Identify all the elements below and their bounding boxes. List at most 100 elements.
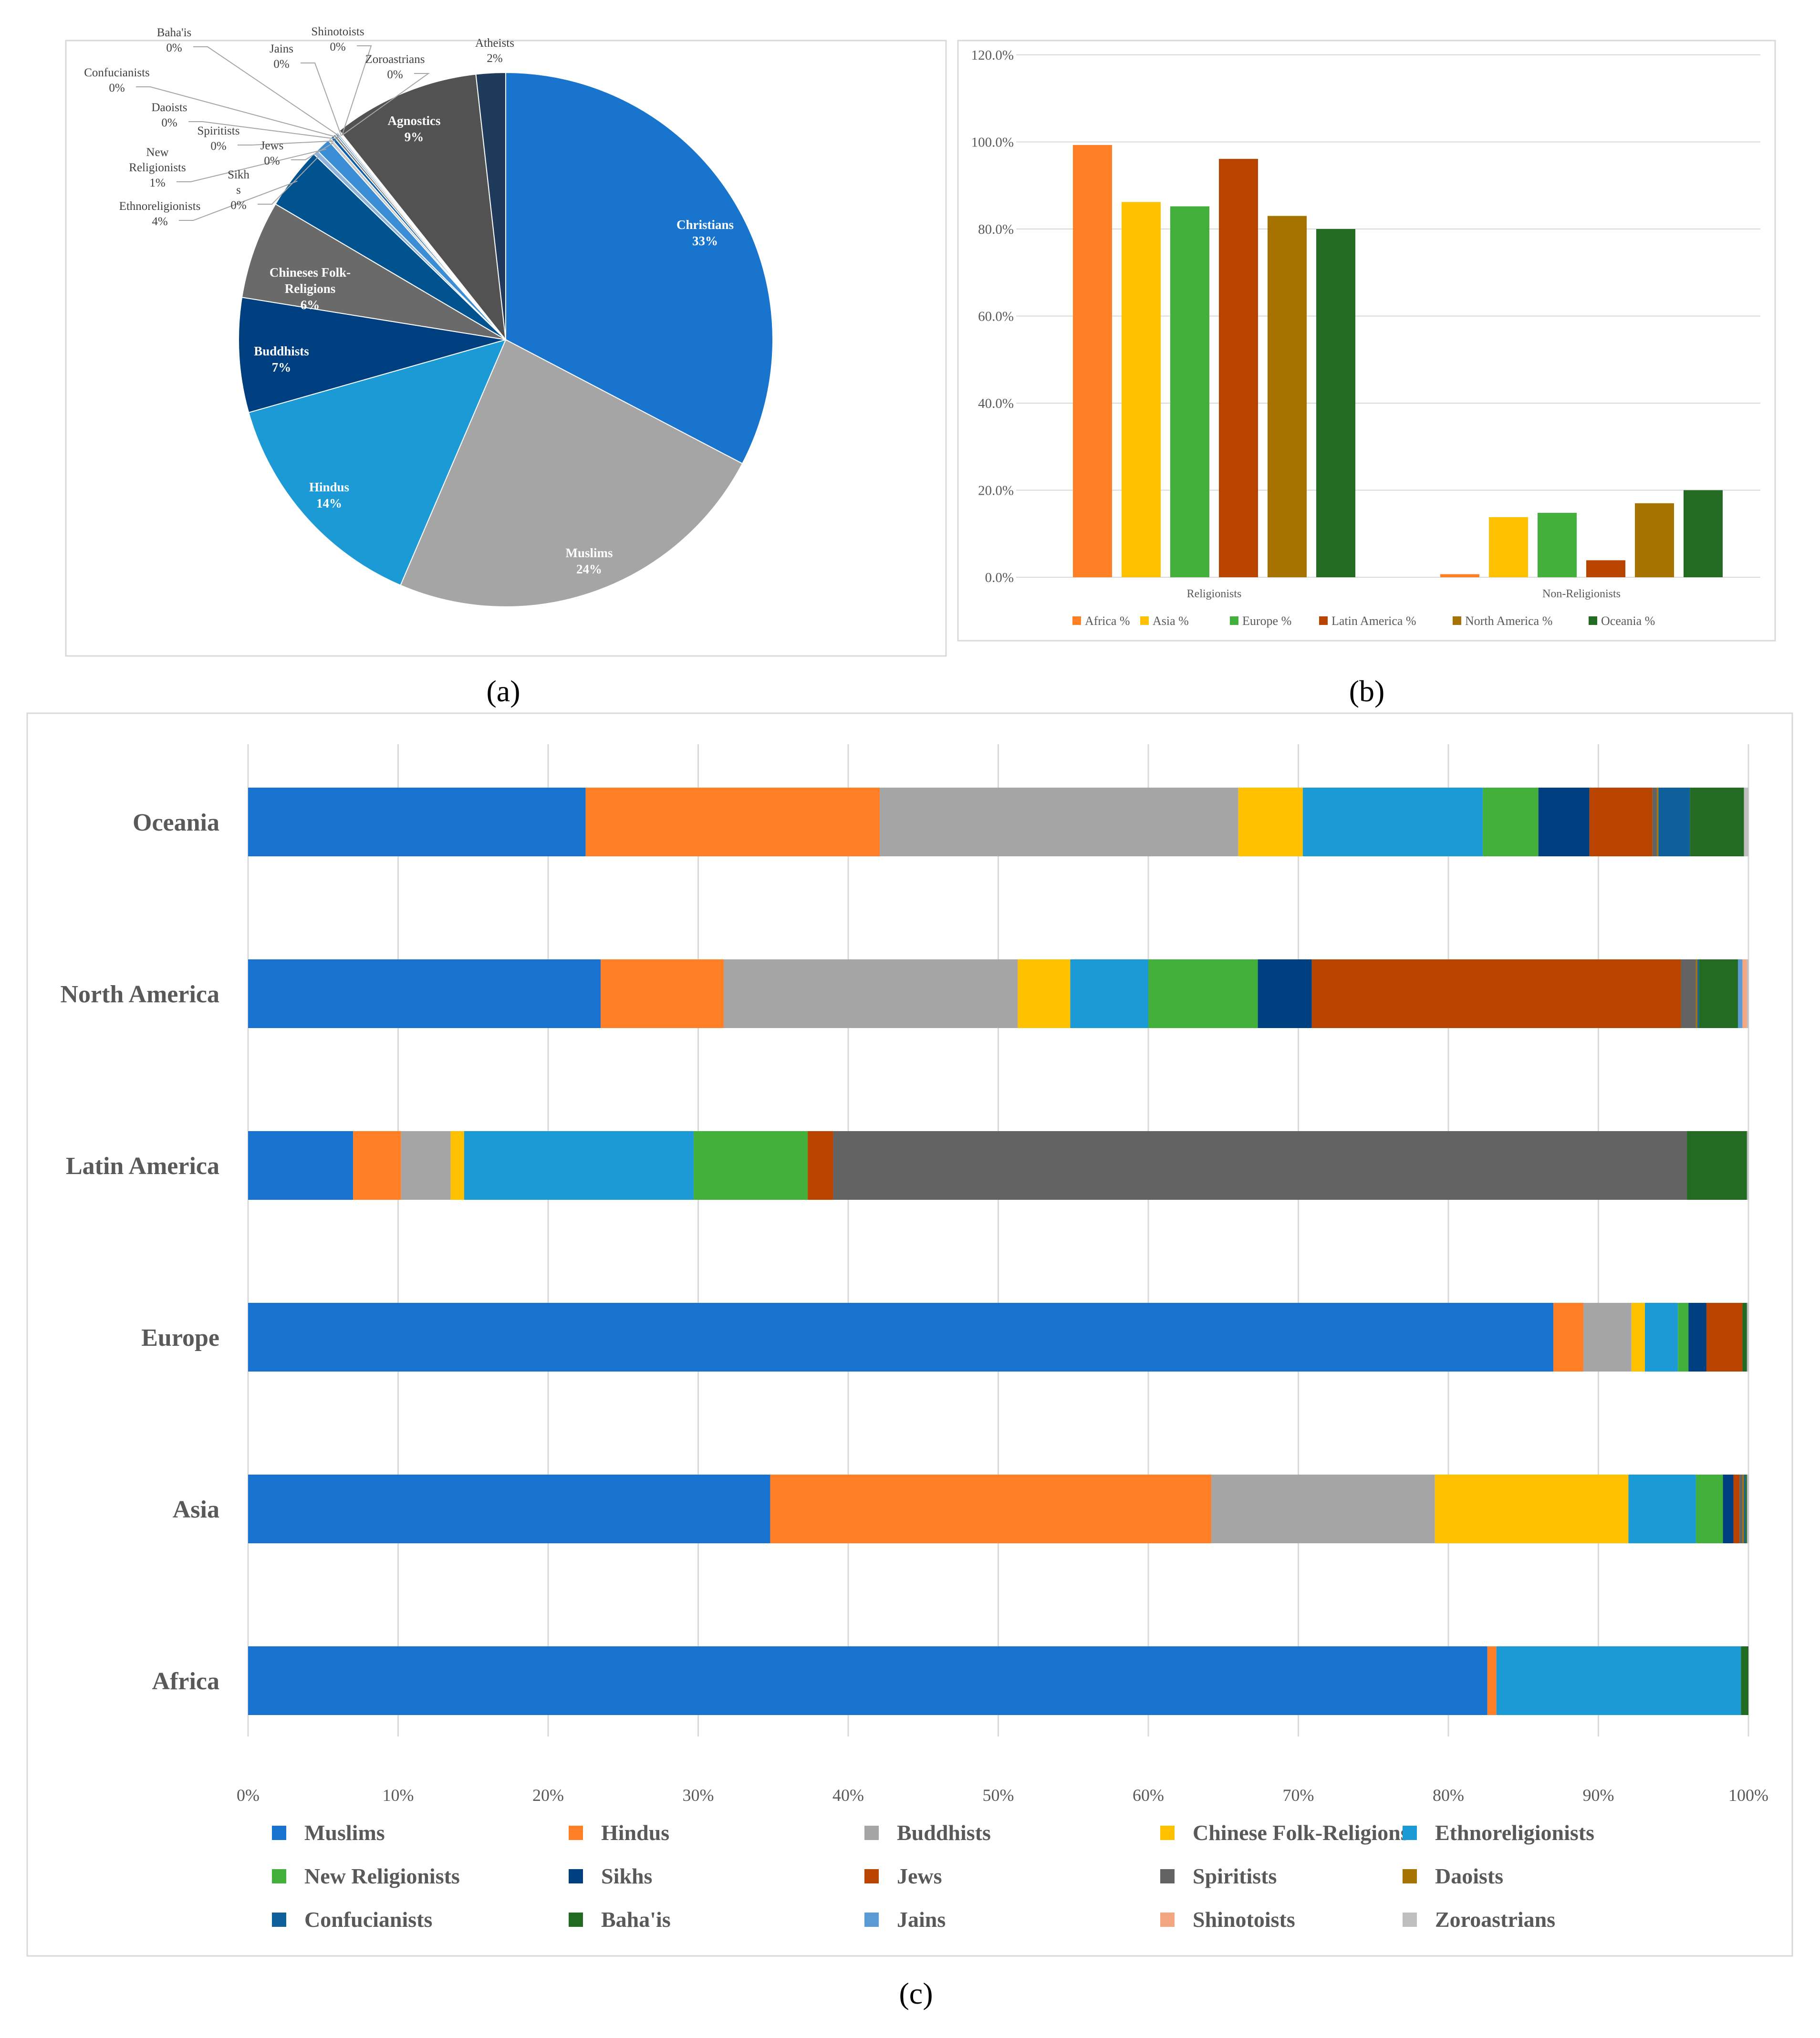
panel-a-caption: (a) <box>486 674 520 708</box>
b-bar-europe-non-religionists <box>1538 512 1577 577</box>
b-legend-swatch-latin-america <box>1319 616 1328 625</box>
pie-label-hindus: Hindus <box>309 480 349 494</box>
c-x-axis-ticks: 0% 10% 20% 30% 40% 50% 60% 70% 80% 90% 100% <box>237 1786 1768 1805</box>
c-bar-segment-europe-buddhists <box>1583 1303 1632 1372</box>
c-bar-segment-north-america-baha-is <box>1699 959 1738 1028</box>
b-bar-latin-america-religionists <box>1219 159 1258 577</box>
c-bar-segment-africa-muslims <box>248 1646 1487 1715</box>
pie-label-sikhs: Sikh <box>228 168 250 181</box>
pie-leader-zoroastrians <box>342 73 430 135</box>
c-legend-label-sikhs: Sikhs <box>601 1864 652 1888</box>
c-bar-segment-europe-new-religionists <box>1678 1303 1689 1372</box>
c-legend-swatch-spiritists <box>1160 1869 1175 1883</box>
pie-leader-daoists <box>188 121 338 140</box>
pie-pct-zoroastrians: 0% <box>387 68 403 81</box>
c-bar-segment-latin-america-buddhists <box>401 1131 451 1200</box>
pie-label-chineses-folk-religions: Chineses Folk- <box>270 265 351 280</box>
c-bar-segment-europe-hindus <box>1553 1303 1584 1372</box>
c-bar-segment-europe-baha-is <box>1742 1303 1747 1372</box>
pie-label-jains: Jains <box>270 42 293 55</box>
c-bar-segment-oceania-chinese-folk-religions <box>1238 788 1303 856</box>
pie-pct-muslims: 24% <box>576 562 602 576</box>
c-bar-segment-north-america-sikhs <box>1258 959 1312 1028</box>
c-bar-segment-asia-chinese-folk-religions <box>1435 1475 1629 1543</box>
c-region-label-north-america: North America <box>60 981 219 1008</box>
b-legend-label-europe: Europe % <box>1242 614 1291 628</box>
pie-label-christians: Christians <box>676 218 734 232</box>
b-legend-swatch-africa <box>1072 616 1081 625</box>
panel-a-pie-chart: Christians 33% Muslims 24% Hindus 14% Buddhist… <box>65 25 947 657</box>
pie-leader-jains <box>301 62 342 136</box>
c-legend-label-baha-is: Baha'is <box>601 1907 671 1932</box>
b-ytick-label: 20.0% <box>978 483 1014 499</box>
c-bar-segment-north-america-hindus <box>601 959 724 1028</box>
b-y-axis-ticks: 0.0% 20.0% 40.0% 60.0% 80.0% 100.0% 120.0% <box>971 48 1014 585</box>
c-bars <box>248 788 1748 1715</box>
pie-pct-jains: 0% <box>273 58 289 71</box>
c-bar-segment-north-america-zoroastrians <box>1747 959 1748 1028</box>
c-xtick-label: 90% <box>1583 1786 1614 1805</box>
pie-slice-muslims <box>400 339 743 607</box>
c-legend-swatch-jews <box>864 1869 879 1883</box>
b-legend-label-africa: Africa % <box>1085 614 1130 628</box>
b-ytick-label: 100.0% <box>971 135 1014 150</box>
c-bar-segment-asia-ethnoreligionists <box>1628 1475 1696 1543</box>
c-region-label-asia: Asia <box>173 1496 219 1523</box>
pie-leader-sikhs <box>258 156 320 205</box>
c-legend-label-ethnoreligionists: Ethnoreligionists <box>1435 1820 1594 1845</box>
c-bar-segment-asia-new-religionists <box>1695 1475 1723 1543</box>
c-legend-label-buddhists: Buddhists <box>897 1820 991 1845</box>
pie-leader-confucianists <box>136 86 339 138</box>
c-bar-segment-europe-muslims <box>248 1303 1554 1372</box>
pie-pct-jews: 0% <box>264 155 280 167</box>
pie-slice-christians <box>505 72 773 465</box>
c-legend-label-shinotoists: Shinotoists <box>1193 1907 1295 1932</box>
pie-label-shinotoists: Shinotoists <box>311 25 364 38</box>
pie-pct-agnostics: 9% <box>405 130 424 144</box>
pie-label-buddhists: Buddhists <box>254 344 309 358</box>
c-bar-segment-latin-america-muslims <box>248 1131 354 1200</box>
c-bar-segment-oceania-muslims <box>248 788 586 856</box>
c-bar-segment-europe-jews <box>1706 1303 1743 1372</box>
c-legend-swatch-daoists <box>1403 1869 1417 1883</box>
c-bar-segment-asia-buddhists <box>1211 1475 1435 1543</box>
c-legend-swatch-new-religionists <box>272 1869 286 1883</box>
c-bar-segment-asia-sikhs <box>1723 1475 1734 1543</box>
c-xtick-label: 0% <box>237 1786 260 1805</box>
panel-b-caption: (b) <box>1349 674 1385 708</box>
panel-c-caption: (c) <box>899 1976 933 2010</box>
pie-leader-new-religionists <box>177 148 327 182</box>
pie-label-new-religionists-line2: Religionists <box>129 161 186 174</box>
pie-slices <box>238 72 773 607</box>
b-bar-africa-religionists <box>1073 145 1112 577</box>
c-bar-segment-asia-muslims <box>248 1475 770 1543</box>
c-bar-segment-europe-zoroastrians <box>1747 1303 1748 1372</box>
pie-pct-new-religionists: 1% <box>149 177 165 189</box>
c-legend-swatch-ethnoreligionists <box>1403 1826 1417 1840</box>
b-legend-swatch-oceania <box>1589 616 1597 625</box>
c-legend-label-hindus: Hindus <box>601 1820 669 1845</box>
pie-pct-daoists: 0% <box>161 116 177 129</box>
c-legend-label-jains: Jains <box>897 1907 946 1932</box>
pie-label-sikhs-line2: s <box>236 184 241 197</box>
c-bar-segment-north-america-chinese-folk-religions <box>1018 959 1071 1028</box>
b-legend: Africa % Asia % Europe % Latin America % Nor… <box>1072 614 1655 628</box>
pie-label-muslims: Muslims <box>565 546 613 560</box>
c-legend-label-jews: Jews <box>897 1864 942 1888</box>
pie-label-jews: Jews <box>260 139 284 152</box>
c-legend-swatch-hindus <box>569 1826 583 1840</box>
pie-pct-atheists: 2% <box>487 52 502 65</box>
c-bar-segment-north-america-jews <box>1311 959 1681 1028</box>
b-ytick-label: 120.0% <box>971 48 1014 63</box>
c-legend-label-chinese-folk-religions: Chinese Folk-Religions <box>1193 1820 1409 1845</box>
c-legend: Muslims Hindus Buddhists Chinese Folk-Relig… <box>272 1820 1594 1932</box>
c-bar-segment-asia-daoists <box>1742 1475 1744 1543</box>
c-bar-segment-latin-america-zoroastrians <box>1747 1131 1748 1200</box>
c-xtick-label: 100% <box>1728 1786 1768 1805</box>
panel-c-stacked-bar-chart: Oceania North America Latin America Europe A… <box>26 712 1793 1957</box>
c-bar-segment-latin-america-chinese-folk-religions <box>450 1131 464 1200</box>
c-legend-label-zoroastrians: Zoroastrians <box>1435 1907 1555 1932</box>
c-bar-segment-north-america-daoists <box>1695 959 1698 1028</box>
pie-pct-chineses-folk-religions: 6% <box>301 298 320 312</box>
